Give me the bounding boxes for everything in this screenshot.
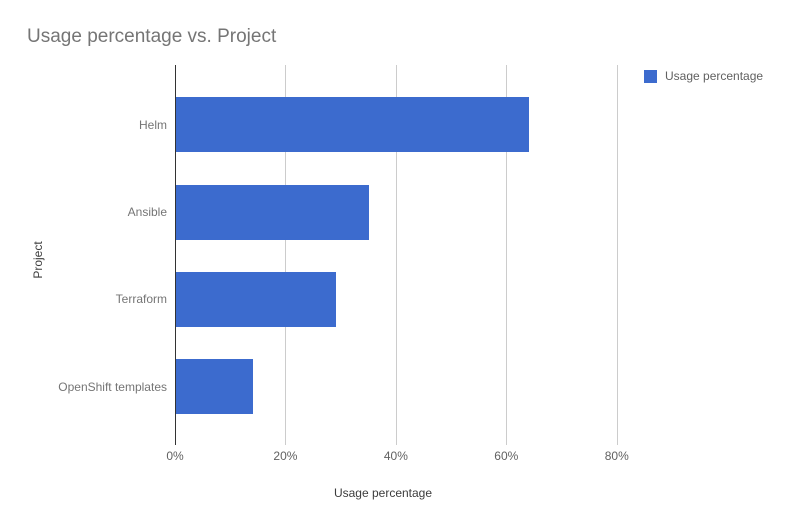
chart-title: Usage percentage vs. Project xyxy=(27,26,277,47)
x-tick-label-20%: 20% xyxy=(273,449,298,463)
legend: Usage percentage xyxy=(644,69,763,83)
category-label: OpenShift templates xyxy=(58,379,167,394)
x-axis-title: Usage percentage xyxy=(333,486,433,500)
legend-label: Usage percentage xyxy=(665,69,764,83)
x-tick-label-60%: 60% xyxy=(494,449,519,463)
plot-area xyxy=(175,65,630,445)
gridline-40% xyxy=(395,65,397,445)
gridline-20% xyxy=(285,65,287,445)
bar-ansible xyxy=(176,184,370,240)
gridline-80% xyxy=(616,65,618,445)
x-tick-label-40%: 40% xyxy=(383,449,408,463)
category-label: Helm xyxy=(138,117,167,132)
x-tick-label-0%: 0% xyxy=(166,449,184,463)
y-axis-title: Project xyxy=(31,241,45,279)
category-label: Ansible xyxy=(127,205,167,219)
gridline-60% xyxy=(506,65,508,445)
category-label: Terraform xyxy=(115,292,167,307)
x-axis-baseline xyxy=(175,65,176,445)
legend-color-swatch xyxy=(644,69,657,83)
x-tick-label-80%: 80% xyxy=(604,449,629,463)
bar-openshift-templates xyxy=(176,359,254,415)
bar-terraform xyxy=(176,271,337,327)
bar-helm xyxy=(176,97,530,153)
